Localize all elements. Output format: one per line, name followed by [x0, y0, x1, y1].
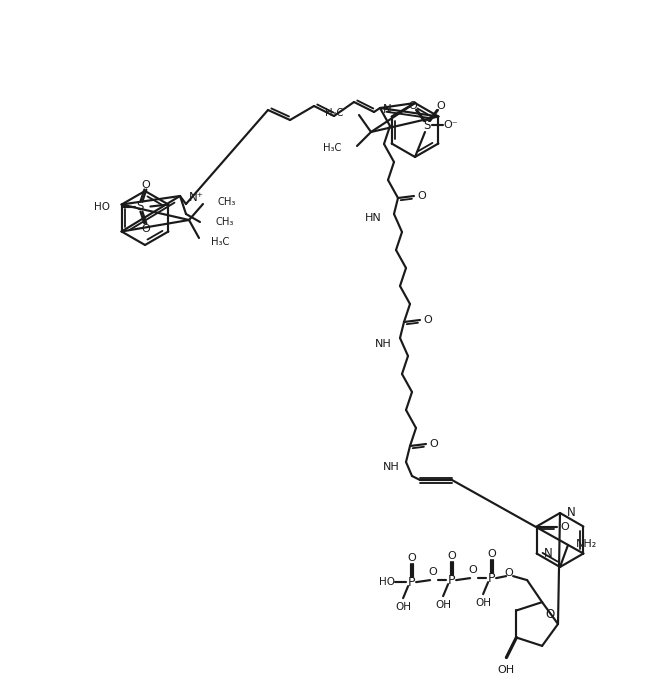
Text: H₃C: H₃C: [211, 237, 230, 247]
Text: OH: OH: [435, 600, 451, 610]
Text: O: O: [545, 608, 555, 621]
Text: N⁺: N⁺: [189, 190, 204, 203]
Text: O: O: [430, 439, 438, 449]
Text: O: O: [407, 553, 417, 563]
Text: N: N: [543, 547, 553, 560]
Text: O: O: [437, 101, 445, 111]
Text: O: O: [141, 223, 150, 234]
Text: O: O: [469, 565, 477, 575]
Text: O: O: [429, 567, 438, 577]
Text: P: P: [487, 572, 495, 585]
Text: NH: NH: [375, 339, 392, 349]
Text: OH: OH: [475, 598, 491, 608]
Text: O: O: [488, 549, 496, 559]
Text: HN: HN: [365, 213, 382, 223]
Text: NH: NH: [383, 462, 400, 472]
Text: O: O: [418, 191, 426, 201]
Text: NH₂: NH₂: [576, 539, 597, 549]
Text: HO: HO: [94, 201, 111, 212]
Text: S: S: [137, 200, 144, 213]
Text: P: P: [447, 574, 455, 586]
Text: OH: OH: [395, 602, 411, 612]
Text: CH₃: CH₃: [217, 197, 235, 207]
Text: OH: OH: [498, 664, 515, 675]
Text: S: S: [423, 119, 431, 132]
Text: O: O: [560, 522, 569, 531]
Text: N: N: [567, 506, 576, 520]
Text: O: O: [505, 568, 513, 578]
Text: O: O: [409, 101, 417, 111]
Text: HO: HO: [379, 577, 395, 587]
Text: N: N: [383, 103, 392, 116]
Text: O⁻: O⁻: [443, 120, 458, 130]
Text: O: O: [424, 315, 432, 325]
Text: CH₃: CH₃: [216, 217, 234, 227]
Text: H₃C: H₃C: [322, 143, 341, 153]
Text: P: P: [407, 575, 415, 588]
Text: O: O: [448, 551, 456, 561]
Text: O: O: [141, 180, 150, 189]
Text: H₃C: H₃C: [324, 108, 343, 118]
